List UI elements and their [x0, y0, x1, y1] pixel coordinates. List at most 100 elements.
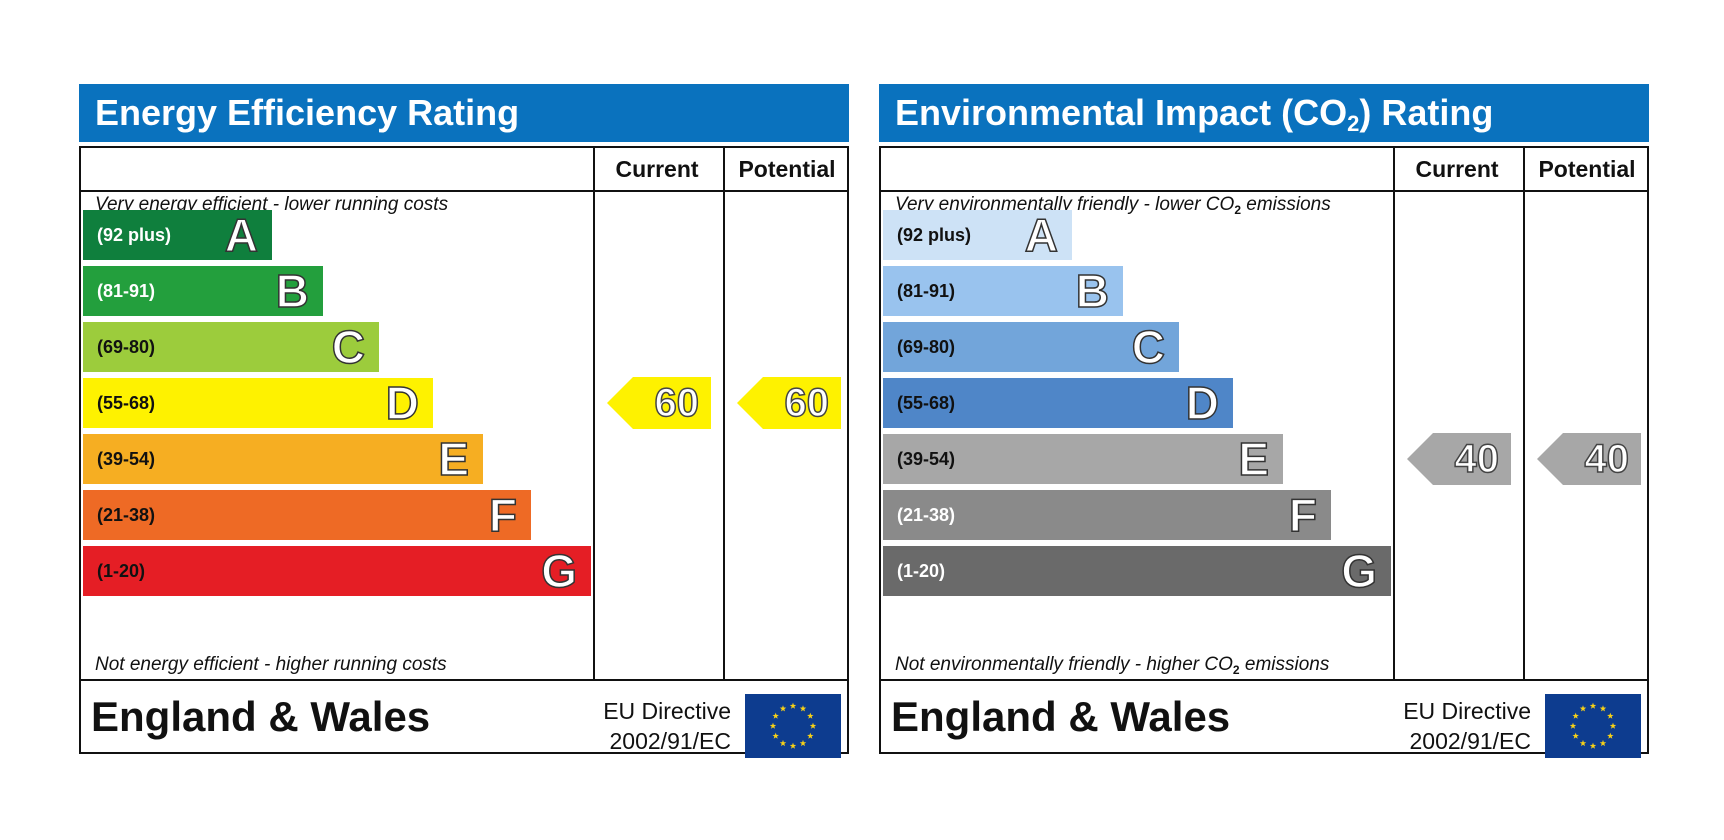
chart-title: Energy Efficiency Rating: [79, 84, 849, 142]
rating-band-b: (81-91) B: [883, 265, 1123, 317]
rating-band-a: (92 plus) A: [883, 209, 1072, 261]
rating-band-c: (69-80) C: [883, 321, 1179, 373]
band-range-label: (55-68): [97, 393, 156, 413]
environmental-impact-chart: Environmental Impact (CO2) Rating Current…: [879, 84, 1649, 758]
potential-marker-shape: [1537, 433, 1641, 485]
top-note: Very environmentally friendly - lower CO…: [895, 194, 1331, 216]
rating-band-c: (69-80) C: [83, 321, 379, 373]
current-marker-arrow: [1407, 433, 1511, 485]
chart-frame: Current Potential Very environmentally fri…: [879, 146, 1649, 758]
current-marker-shape: [1407, 433, 1511, 485]
column-header-divider: [881, 190, 1647, 192]
rating-band-a: (92 plus) A: [83, 209, 272, 261]
footer-country: England & Wales: [91, 693, 431, 740]
band-letter: A: [1024, 209, 1059, 261]
footer-country: England & Wales: [891, 693, 1231, 740]
top-note-end: emissions: [1241, 194, 1331, 215]
top-note: Very energy efficient - lower running co…: [95, 194, 448, 216]
chart-title-end: ) Rating: [1359, 92, 1494, 133]
band-letter: F: [1288, 489, 1318, 541]
column-header-potential: Potential: [1538, 156, 1636, 182]
directive-line-1: EU Directive: [1403, 698, 1531, 724]
potential-rating-marker: 40: [1537, 433, 1641, 485]
eu-flag-icon: [1545, 694, 1641, 758]
rating-band-g: (1-20) G: [83, 545, 591, 597]
band-range-label: (92 plus): [97, 225, 172, 245]
column-header-potential: Potential: [738, 156, 836, 182]
band-letter: G: [1340, 545, 1377, 597]
column-header-current: Current: [615, 156, 699, 182]
band-letter: G: [540, 545, 577, 597]
band-letter: C: [331, 321, 366, 373]
band-range-label: (1-20): [897, 561, 946, 581]
potential-rating-value: 60: [784, 380, 830, 426]
band-letter: E: [438, 433, 470, 485]
column-divider: [1523, 148, 1525, 679]
band-range-label: (55-68): [897, 393, 956, 413]
potential-marker-shape: [737, 377, 841, 429]
potential-marker-arrow: [1537, 433, 1641, 485]
potential-rating-marker: 60: [737, 377, 841, 429]
top-note-text: Very energy efficient - lower running co…: [95, 194, 449, 215]
rating-band-e: (39-54) E: [883, 433, 1283, 485]
rating-band-b: (81-91) B: [83, 265, 323, 317]
bottom-note: Not energy efficient - higher running co…: [95, 654, 447, 676]
chart-title-text: Energy Efficiency Rating: [95, 92, 520, 133]
rating-band-d: (55-68) D: [83, 377, 433, 429]
rating-band-f: (21-38) F: [883, 489, 1331, 541]
band-range-label: (69-80): [97, 337, 156, 357]
directive-line-2: 2002/91/EC: [609, 728, 731, 754]
bottom-note-text: Not energy efficient - higher running co…: [95, 654, 447, 675]
bottom-note-end: emissions: [1239, 654, 1330, 675]
band-letter: B: [1075, 265, 1110, 317]
band-range-label: (81-91): [97, 281, 156, 301]
directive-line-1: EU Directive: [603, 698, 731, 724]
column-divider: [1393, 148, 1395, 679]
column-divider: [723, 148, 725, 679]
chart-title-subscript: 2: [1347, 111, 1360, 136]
footer-directive: EU Directive 2002/91/EC: [1403, 696, 1531, 756]
current-rating-value: 60: [654, 380, 700, 426]
chart-frame: Current Potential Very energy efficient - …: [79, 146, 849, 758]
current-rating-marker: 40: [1407, 433, 1511, 485]
band-range-label: (21-38): [897, 505, 956, 525]
bottom-note-text: Not environmentally friendly - higher CO: [895, 654, 1233, 675]
potential-rating-value: 40: [1584, 436, 1630, 482]
chart-title: Environmental Impact (CO2) Rating: [879, 84, 1649, 142]
top-note-text: Very environmentally friendly - lower CO: [895, 194, 1235, 215]
column-header-current: Current: [1415, 156, 1499, 182]
band-letter: D: [385, 377, 420, 429]
current-rating-value: 40: [1454, 436, 1500, 482]
band-range-label: (69-80): [897, 337, 956, 357]
footer-divider: [881, 679, 1647, 681]
column-divider: [593, 148, 595, 679]
chart-title-text: Environmental Impact (CO: [895, 92, 1348, 133]
current-rating-marker: 60: [607, 377, 711, 429]
band-range-label: (21-38): [97, 505, 156, 525]
band-range-label: (92 plus): [897, 225, 972, 245]
rating-band-f: (21-38) F: [83, 489, 531, 541]
footer-directive: EU Directive 2002/91/EC: [603, 696, 731, 756]
band-letter: A: [224, 209, 259, 261]
current-marker-shape: [607, 377, 711, 429]
bottom-note: Not environmentally friendly - higher CO…: [895, 654, 1329, 676]
column-header-divider: [81, 190, 847, 192]
directive-line-2: 2002/91/EC: [1409, 728, 1531, 754]
footer-divider: [81, 679, 847, 681]
band-letter: C: [1131, 321, 1166, 373]
band-letter: B: [275, 265, 310, 317]
eu-flag-icon: [745, 694, 841, 758]
rating-band-d: (55-68) D: [883, 377, 1233, 429]
band-range-label: (81-91): [897, 281, 956, 301]
band-letter: E: [1238, 433, 1270, 485]
band-range-label: (1-20): [97, 561, 146, 581]
current-marker-arrow: [607, 377, 711, 429]
rating-band-g: (1-20) G: [883, 545, 1391, 597]
band-range-label: (39-54): [97, 449, 156, 469]
band-letter: F: [488, 489, 518, 541]
rating-band-e: (39-54) E: [83, 433, 483, 485]
band-letter: D: [1185, 377, 1220, 429]
bottom-note-subscript: 2: [1232, 663, 1240, 677]
energy-efficiency-chart: Energy Efficiency Rating Current Potential…: [79, 84, 849, 758]
top-note-subscript: 2: [1234, 203, 1241, 217]
